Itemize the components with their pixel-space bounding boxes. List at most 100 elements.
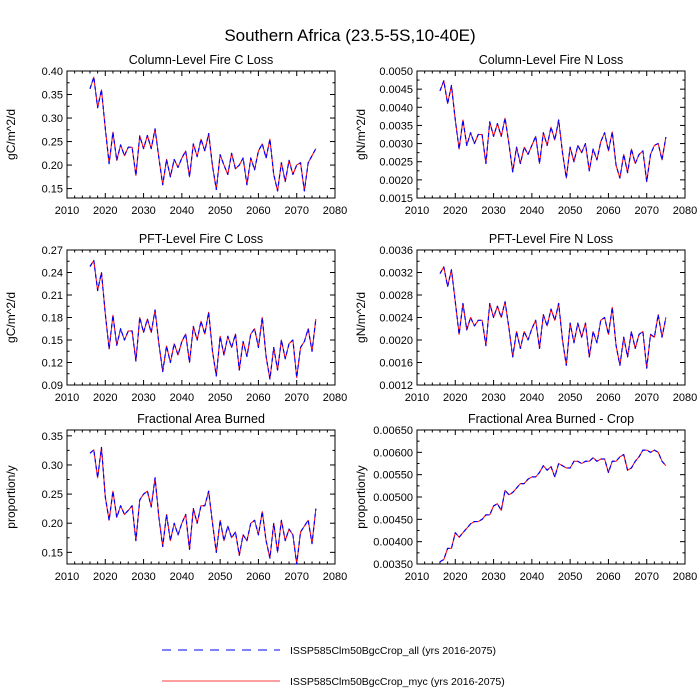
x-tick-label: 2060	[596, 571, 620, 583]
y-tick-label: 0.0025	[379, 157, 413, 169]
x-tick-label: 2050	[208, 205, 232, 217]
legend-label-all: ISSP585Clm50BgcCrop_all (yrs 2016-2075)	[290, 645, 496, 657]
y-axis-label: gN/m^2/d	[354, 292, 368, 343]
x-tick-label: 2030	[481, 205, 505, 217]
x-tick-label: 2010	[55, 392, 79, 404]
y-tick-label: 0.18	[42, 313, 63, 325]
y-tick-label: 0.0028	[379, 290, 413, 302]
x-tick-label: 2030	[131, 205, 155, 217]
y-tick-label: 0.00500	[373, 492, 413, 504]
x-tick-label: 2070	[284, 571, 308, 583]
x-tick-label: 2010	[55, 571, 79, 583]
y-tick-label: 0.15	[42, 547, 63, 559]
y-tick-label: 0.09	[42, 380, 63, 392]
panel-title: Column-Level Fire C Loss	[129, 53, 274, 67]
x-tick-label: 2010	[55, 205, 79, 217]
x-tick-label: 2010	[405, 571, 429, 583]
y-tick-label: 0.0020	[379, 335, 413, 347]
x-tick-label: 2080	[323, 392, 347, 404]
y-tick-label: 0.20	[42, 160, 63, 172]
y-tick-label: 0.0050	[379, 66, 413, 78]
x-tick-label: 2080	[323, 205, 347, 217]
y-axis-label: gC/m^2/d	[4, 109, 18, 160]
y-tick-label: 0.27	[42, 245, 63, 257]
x-tick-label: 2070	[634, 571, 658, 583]
panel-title: Fractional Area Burned - Crop	[468, 412, 634, 426]
x-tick-label: 2020	[93, 205, 117, 217]
x-tick-label: 2070	[634, 392, 658, 404]
series-line-all	[89, 259, 317, 380]
y-tick-label: 0.0045	[379, 84, 413, 96]
x-tick-label: 2010	[405, 392, 429, 404]
x-tick-label: 2010	[405, 205, 429, 217]
series-line-all	[439, 266, 667, 369]
y-tick-label: 0.15	[42, 184, 63, 196]
y-tick-label: 0.0032	[379, 268, 413, 280]
plot-frame	[66, 429, 336, 565]
x-tick-label: 2030	[481, 571, 505, 583]
y-axis-label: proportion/y	[4, 465, 18, 528]
y-tick-label: 0.20	[42, 518, 63, 530]
x-tick-label: 2040	[170, 571, 194, 583]
x-tick-label: 2070	[284, 205, 308, 217]
x-tick-label: 2050	[558, 392, 582, 404]
y-tick-label: 0.24	[42, 268, 63, 280]
x-tick-label: 2040	[520, 205, 544, 217]
y-tick-label: 0.35	[42, 431, 63, 443]
y-tick-label: 0.00600	[373, 447, 413, 459]
panel-6: Fractional Area Burned - Crop proportion/…	[354, 412, 697, 583]
y-tick-label: 0.00350	[373, 559, 413, 571]
y-axis-label: gC/m^2/d	[4, 292, 18, 343]
panel-1: Column-Level Fire C Loss gC/m^2/d 2010 2020…	[4, 53, 347, 217]
x-tick-label: 2050	[208, 392, 232, 404]
x-tick-label: 2030	[481, 392, 505, 404]
x-tick-label: 2060	[596, 205, 620, 217]
x-tick-label: 2080	[673, 392, 697, 404]
series-line-myc	[439, 449, 667, 563]
panel-3: PFT-Level Fire C Loss gC/m^2/d 2010 2020 203…	[4, 232, 347, 404]
x-tick-label: 2040	[520, 571, 544, 583]
panel-4: PFT-Level Fire N Loss gN/m^2/d 2010 2020 203…	[354, 232, 697, 404]
y-tick-label: 0.0030	[379, 139, 413, 151]
x-tick-label: 2020	[443, 205, 467, 217]
panel-title: Fractional Area Burned	[137, 412, 265, 426]
panel-2: Column-Level Fire N Loss gN/m^2/d 2010 2020…	[354, 53, 697, 217]
y-tick-label: 0.00400	[373, 537, 413, 549]
series-line-all	[439, 80, 667, 183]
x-tick-label: 2080	[673, 571, 697, 583]
y-tick-label: 0.0036	[379, 245, 413, 257]
y-tick-label: 0.15	[42, 335, 63, 347]
x-tick-label: 2060	[596, 392, 620, 404]
y-tick-label: 0.0016	[379, 358, 413, 370]
y-axis-label: proportion/y	[354, 465, 368, 528]
x-tick-label: 2070	[634, 205, 658, 217]
x-tick-label: 2040	[520, 392, 544, 404]
y-tick-label: 0.0040	[379, 102, 413, 114]
legend: ISSP585Clm50BgcCrop_all (yrs 2016-2075) …	[162, 645, 505, 688]
x-tick-label: 2020	[93, 571, 117, 583]
plot-frame	[66, 70, 336, 199]
x-tick-label: 2030	[131, 392, 155, 404]
x-tick-label: 2060	[246, 392, 270, 404]
y-tick-label: 0.30	[42, 113, 63, 125]
series-line-all	[89, 76, 317, 192]
x-tick-label: 2040	[170, 205, 194, 217]
y-tick-label: 0.40	[42, 66, 63, 78]
y-tick-label: 0.12	[42, 358, 63, 370]
x-tick-label: 2020	[93, 392, 117, 404]
y-tick-label: 0.0024	[379, 313, 413, 325]
x-tick-label: 2040	[170, 392, 194, 404]
x-tick-label: 2050	[208, 571, 232, 583]
y-tick-label: 0.0035	[379, 120, 413, 132]
legend-label-myc: ISSP585Clm50BgcCrop_myc (yrs 2016-2075)	[290, 676, 505, 688]
y-tick-label: 0.00650	[373, 425, 413, 437]
y-tick-label: 0.21	[42, 290, 63, 302]
y-tick-label: 0.0012	[379, 380, 413, 392]
y-tick-label: 0.00450	[373, 514, 413, 526]
y-tick-label: 0.0015	[379, 193, 413, 205]
panel-title: Column-Level Fire N Loss	[479, 53, 624, 67]
y-tick-label: 0.0020	[379, 175, 413, 187]
series-line-all	[89, 446, 317, 565]
x-tick-label: 2050	[558, 571, 582, 583]
